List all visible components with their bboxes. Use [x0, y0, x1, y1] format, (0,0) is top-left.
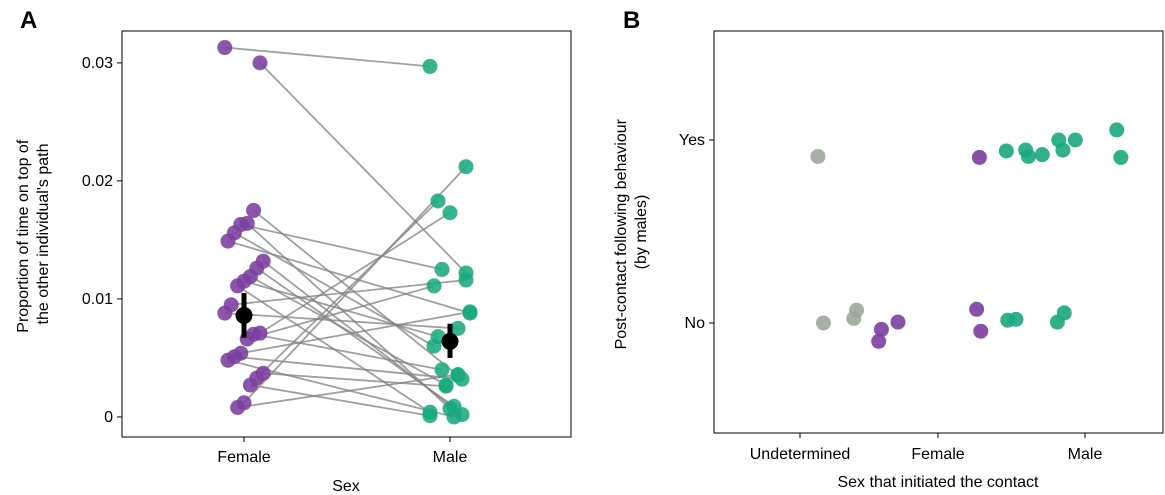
panel-b-point — [1067, 132, 1083, 148]
panel-a-pair-line — [250, 384, 431, 417]
panel-a-male-point — [426, 278, 442, 294]
panel-a-pair-line — [237, 373, 459, 409]
panel-b-point — [969, 301, 985, 317]
panel-a-male-point — [434, 261, 450, 277]
panel-a-pair-line — [253, 209, 459, 377]
panel-b-x-axis: Undetermined Female Male — [750, 433, 1103, 463]
panel-a-y-axis-title: Proportion of time on top of the other i… — [15, 135, 52, 332]
panel-a-pair-line — [240, 311, 471, 355]
panel-a-mean-point — [235, 306, 253, 324]
panel-b-point — [890, 314, 906, 330]
panel-a-pair-line — [240, 223, 443, 271]
panel-a-points — [217, 40, 478, 425]
panel-b-y-axis-title: Post-contact following behaviour (by mal… — [613, 115, 650, 350]
panel-b-point — [815, 315, 831, 331]
panel-a-means — [235, 293, 459, 358]
panel-a-y-tick-label: 0.01 — [82, 291, 113, 308]
panel-b-point — [1109, 122, 1125, 138]
panel-b-point — [873, 321, 889, 337]
panel-b-plot-area — [713, 30, 1164, 434]
panel-b-point — [1113, 149, 1129, 165]
panel-b-point — [849, 302, 865, 318]
panel-b-y-tick-label: No — [685, 315, 706, 332]
panel-a-male-point — [458, 159, 474, 175]
panel-b-y-axis-title-line-1: Post-contact following behaviour — [613, 118, 630, 349]
panel-a-pair-line — [259, 211, 451, 334]
panel-b-point — [810, 148, 826, 164]
panel-b-point — [1056, 305, 1072, 321]
panel-b-y-axis: No Yes — [679, 132, 714, 332]
panel-a-pair-line — [246, 285, 435, 340]
panel-a-male-point — [462, 304, 478, 320]
panel-b-point — [971, 149, 987, 165]
panel-b-point — [1008, 311, 1024, 327]
panel-a-female-point — [242, 377, 258, 393]
panel-b-y-axis-title-line-2: (by males) — [633, 195, 650, 270]
panel-a-male-point — [446, 398, 462, 414]
panel-b-point — [1020, 148, 1036, 164]
panel-label-b: B — [623, 7, 640, 34]
panel-b-x-tick-label: Female — [911, 446, 964, 463]
panel-a-female-point — [246, 202, 262, 218]
panel-b-point — [1034, 147, 1050, 163]
panel-a-pair-line — [263, 372, 447, 388]
panel-b-x-tick-label: Undetermined — [750, 446, 851, 463]
panel-b-x-tick-label: Male — [1068, 446, 1103, 463]
panel-a-y-axis-title-line-1: Proportion of time on top of — [15, 139, 32, 333]
panel-a-y-tick-label: 0.03 — [82, 55, 113, 72]
panel-b-chart: No Yes Undetermined Female Male Sex that in… — [613, 30, 1164, 491]
panel-a-x-axis-title: Sex — [332, 478, 360, 495]
panel-a-female-point — [217, 305, 233, 321]
panel-a-x-axis: Female Male — [217, 437, 467, 466]
panel-b-points — [810, 122, 1129, 349]
panel-a-y-tick-label: 0.02 — [82, 173, 113, 190]
panel-a-female-point — [217, 40, 233, 56]
panel-a-pair-line — [246, 222, 451, 410]
panel-label-a: A — [20, 7, 37, 34]
panel-a-y-tick-label: 0 — [104, 409, 113, 426]
panel-a-male-point — [446, 409, 462, 425]
panel-a-female-point — [230, 278, 246, 294]
panel-a-pair-line — [256, 200, 439, 379]
panel-a-male-point — [442, 205, 458, 221]
panel-a-x-tick-label: Male — [433, 449, 468, 466]
panel-a-pair-line — [249, 275, 447, 386]
panel-a-mean-point — [441, 332, 459, 350]
panel-b-point — [998, 143, 1014, 159]
panel-a-pair-line — [256, 267, 455, 408]
panel-b-point — [871, 333, 887, 349]
panel-a-female-point — [220, 233, 236, 249]
panel-a-pair-line — [253, 333, 443, 371]
panel-a-male-point — [434, 362, 450, 378]
panel-a-pair-lines — [224, 46, 471, 418]
panel-a-pair-line — [224, 46, 431, 68]
panel-a-y-axis: 0 0.01 0.02 0.03 — [82, 55, 122, 426]
panel-a-plot-area — [121, 30, 572, 438]
panel-a-male-point — [450, 366, 466, 382]
panel-a-pair-line — [234, 355, 463, 381]
panel-a-pair-line — [233, 232, 435, 347]
panel-a-female-point — [230, 399, 246, 415]
panel-a-x-tick-label: Female — [217, 449, 270, 466]
panel-a-y-axis-title-line-2: the other individual's path — [35, 144, 52, 325]
panel-a-pair-line — [224, 312, 459, 330]
panel-a-pair-line — [259, 62, 467, 274]
panel-b-point — [1051, 132, 1067, 148]
panel-a-female-point — [252, 55, 268, 71]
panel-a-pair-line — [243, 280, 439, 338]
panel-a-chart: 0 0.01 0.02 0.03 Female Male Sex Proportion … — [15, 30, 572, 495]
panel-a-pair-line — [243, 166, 467, 404]
panel-a-male-point — [438, 378, 454, 394]
panel-a-male-point — [458, 272, 474, 288]
panel-a-male-point — [450, 320, 466, 336]
panel-a-male-point — [422, 408, 438, 424]
panel-a-female-point — [220, 352, 236, 368]
panel-b-point — [973, 323, 989, 339]
panel-a-male-point — [430, 193, 446, 209]
panel-b-x-axis-title: Sex that initiated the contact — [837, 474, 1039, 491]
panel-b-y-tick-label: Yes — [679, 132, 705, 149]
panel-a-male-point — [422, 58, 438, 74]
